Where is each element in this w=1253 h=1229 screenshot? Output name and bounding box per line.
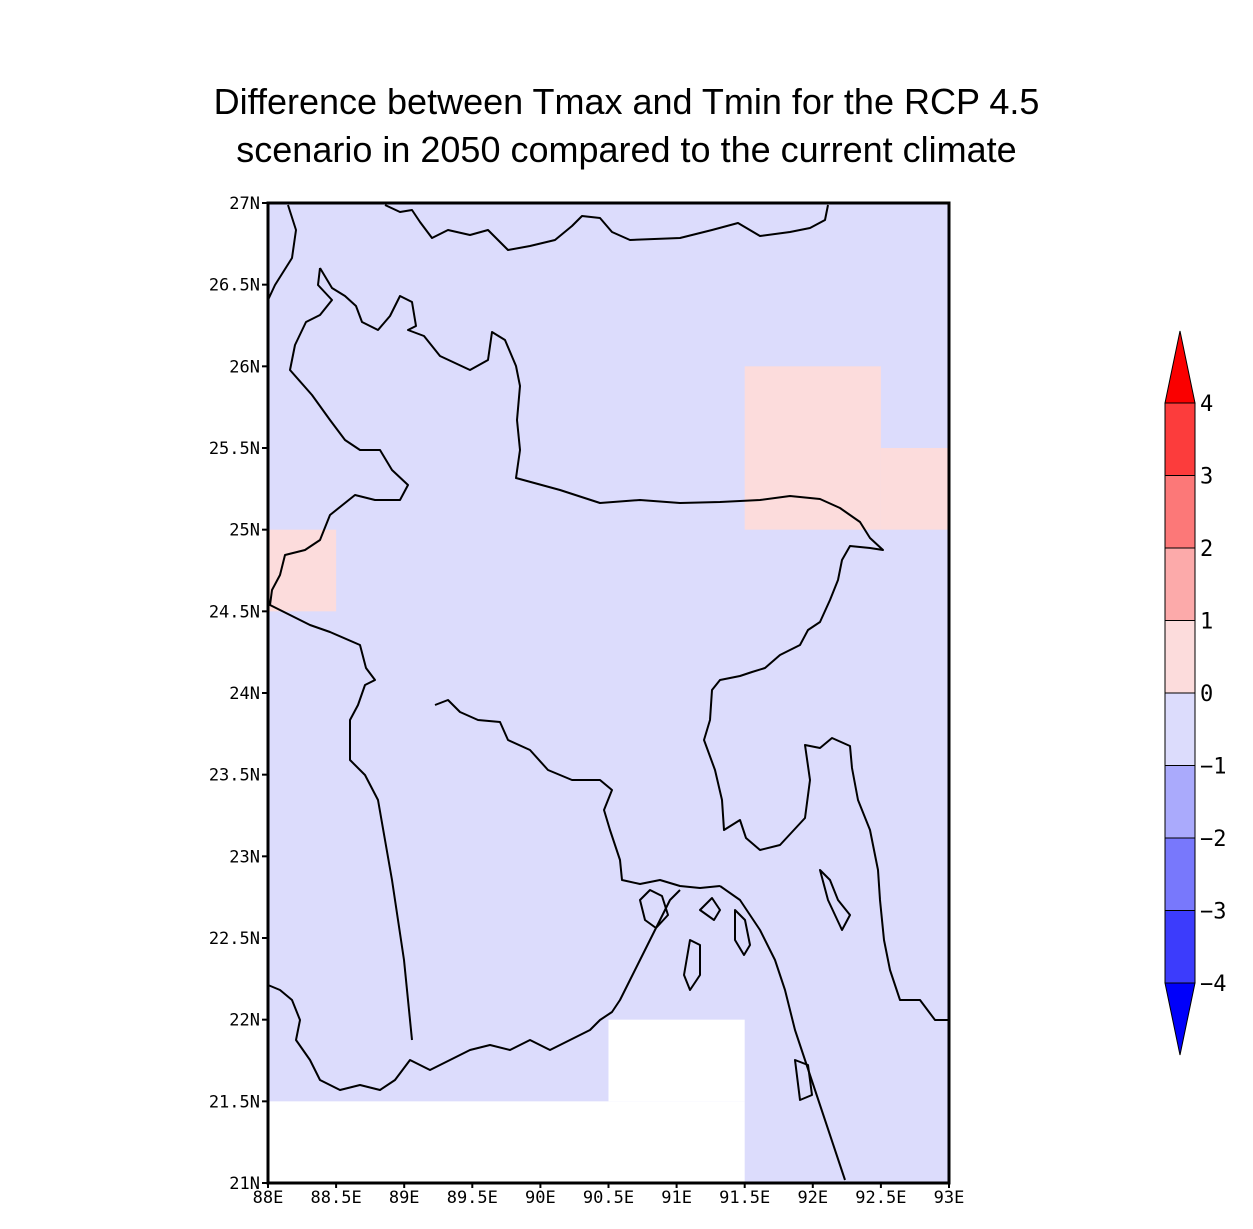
longitude-ticks: 88E 88.5E 89E 89.5E 90E 90.5E 91E 91.5E 92E 92.5E… xyxy=(253,1183,965,1208)
lat-tick-label: 23N xyxy=(229,847,260,867)
colorbar-bin xyxy=(1164,547,1196,621)
data-cells xyxy=(268,203,949,1183)
colorbar-top-arrow xyxy=(1164,330,1196,404)
colorbar-label: 1 xyxy=(1200,610,1213,635)
lat-tick-label: 22N xyxy=(229,1011,260,1031)
lon-tick-label: 91.5E xyxy=(719,1188,770,1208)
colorbar-bin xyxy=(1164,475,1196,549)
lat-tick-label: 23.5N xyxy=(209,766,260,786)
delta-coast-line xyxy=(267,889,751,1091)
lon-tick-label: 92E xyxy=(797,1188,828,1208)
lat-tick-label: 25N xyxy=(229,521,260,541)
eastern-coast-line xyxy=(719,885,846,1181)
colorbar: 4 3 2 1 0 −1 −2 −3 −4 xyxy=(1164,330,1227,1056)
colorbar-label: −3 xyxy=(1200,900,1227,925)
colorbar-label: 3 xyxy=(1200,465,1213,490)
grid-cell-0 xyxy=(268,529,337,612)
lon-tick-label: 88E xyxy=(253,1188,284,1208)
grid-cell-2 xyxy=(880,448,949,530)
colorbar-bin xyxy=(1164,402,1196,476)
lon-tick-label: 92.5E xyxy=(855,1188,906,1208)
grid-cell-3 xyxy=(268,1101,745,1183)
latitude-ticks: 21N 21.5N 22N 22.5N 23N 23.5N 24N 24.5N 25N 25.5N… xyxy=(209,194,268,1194)
inner-river-line xyxy=(434,699,721,889)
title-line-2: scenario in 2050 compared to the current… xyxy=(236,129,1017,170)
lat-tick-label: 24N xyxy=(229,684,260,704)
lat-tick-label: 21.5N xyxy=(209,1092,260,1112)
western-border-line xyxy=(269,267,413,1041)
colorbar-bin xyxy=(1164,765,1196,839)
western-north-border-line xyxy=(267,204,948,1021)
lat-tick-label: 26.5N xyxy=(209,276,260,296)
colorbar-bottom-arrow xyxy=(1164,982,1196,1056)
lat-tick-label: 22.5N xyxy=(209,929,260,949)
colorbar-label: 4 xyxy=(1200,392,1213,417)
colorbar-bin xyxy=(1164,692,1196,766)
title-line-1: Difference between Tmax and Tmin for the… xyxy=(213,81,1040,122)
lat-tick-label: 24.5N xyxy=(209,602,260,622)
lon-tick-label: 88.5E xyxy=(311,1188,362,1208)
lon-tick-label: 90E xyxy=(525,1188,556,1208)
lon-tick-label: 93E xyxy=(934,1188,965,1208)
coastline xyxy=(267,204,948,1181)
lat-tick-label: 26N xyxy=(229,357,260,377)
colorbar-bin xyxy=(1164,837,1196,911)
colorbar-label: −2 xyxy=(1200,827,1227,852)
lon-tick-label: 89.5E xyxy=(447,1188,498,1208)
northern-border-line xyxy=(384,204,829,251)
colorbar-label: 2 xyxy=(1200,537,1213,562)
estuary-islands-line xyxy=(794,869,851,1101)
lon-tick-label: 90.5E xyxy=(583,1188,634,1208)
lat-tick-label: 21N xyxy=(229,1174,260,1194)
colorbar-label: −4 xyxy=(1200,972,1227,997)
map-title: Difference between Tmax and Tmin for the… xyxy=(0,78,1253,174)
colorbar-label: −1 xyxy=(1200,755,1227,780)
colorbar-bin xyxy=(1164,620,1196,694)
lon-tick-label: 89E xyxy=(389,1188,420,1208)
colorbar-bin xyxy=(1164,910,1196,984)
lat-tick-label: 27N xyxy=(229,194,260,214)
colorbar-label: 0 xyxy=(1200,682,1213,707)
lat-tick-label: 25.5N xyxy=(209,439,260,459)
grid-cell-1 xyxy=(744,366,881,530)
lon-tick-label: 91E xyxy=(661,1188,692,1208)
grid-cell-4 xyxy=(608,1019,745,1102)
